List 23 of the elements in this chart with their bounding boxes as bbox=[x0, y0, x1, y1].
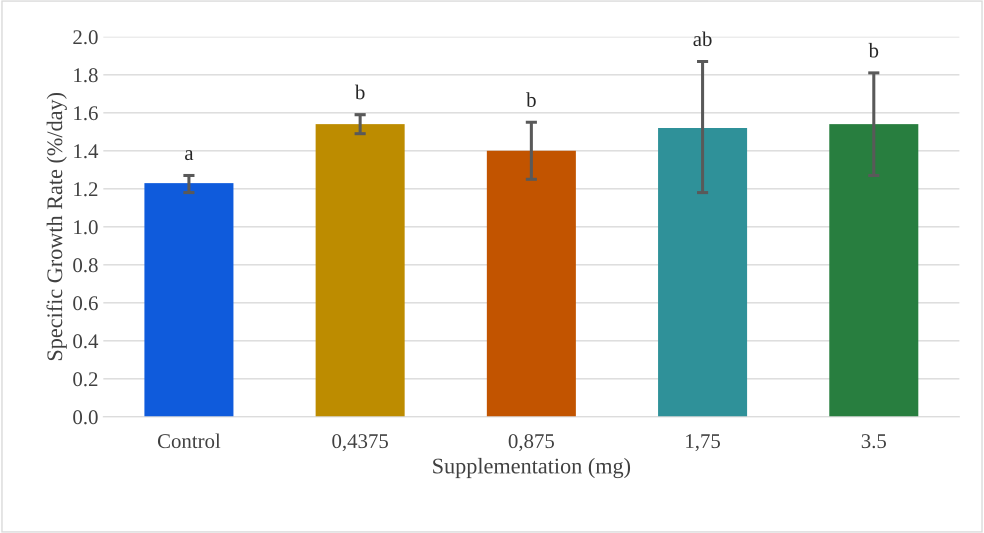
annotation: b bbox=[868, 42, 878, 58]
y-tick-label: 2.0 bbox=[73, 30, 98, 44]
y-tick-label: 0.2 bbox=[73, 372, 98, 386]
y-tick-label: 1.6 bbox=[74, 106, 98, 120]
x-tick-label: 0,875 bbox=[508, 434, 554, 452]
y-tick-label: 1.0 bbox=[74, 220, 98, 234]
x-tick-label: 1,75 bbox=[686, 434, 720, 452]
annotation: b bbox=[354, 84, 365, 100]
y-tick-label: 0.6 bbox=[73, 296, 98, 310]
y-tick-label: 0.8 bbox=[73, 258, 98, 272]
x-tick-label: 0,4375 bbox=[332, 434, 388, 452]
y-tick-label: 0.0 bbox=[73, 410, 98, 424]
x-tick-label: 3.5 bbox=[862, 434, 886, 448]
x-axis-title: Supplementation (mg) bbox=[433, 458, 630, 478]
y-tick-label: 0.4 bbox=[73, 334, 98, 348]
y-axis-title: Specific Growth Rate (%/day) bbox=[46, 92, 67, 360]
y-tick-label: 1.8 bbox=[74, 68, 98, 82]
x-tick-label: Control bbox=[158, 433, 220, 448]
annotation: a bbox=[185, 150, 194, 160]
annotation: ab bbox=[693, 31, 712, 46]
y-tick-label: 1.4 bbox=[74, 144, 98, 158]
y-tick-label: 1.2 bbox=[74, 182, 98, 196]
annotation: b bbox=[526, 92, 536, 107]
